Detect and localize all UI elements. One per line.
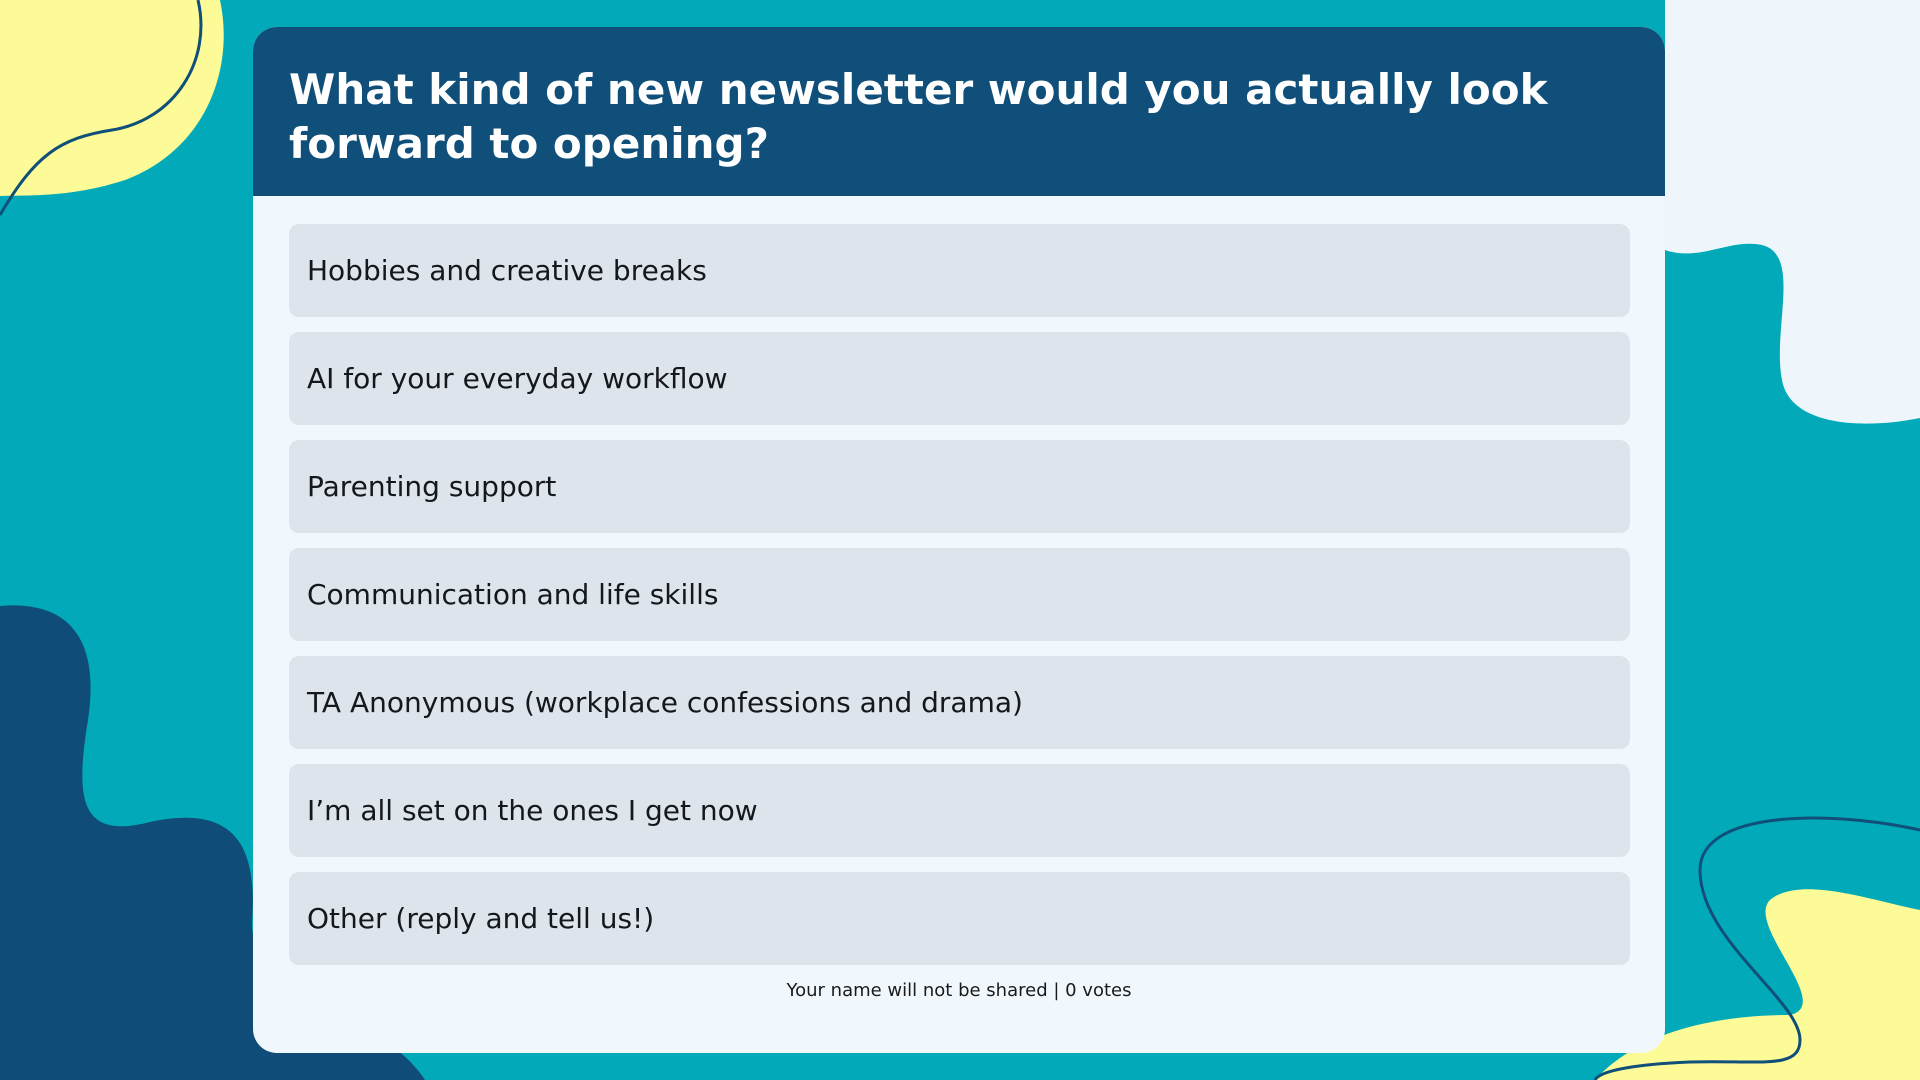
blob-dark-left	[0, 605, 425, 1080]
options-list: Hobbies and creative breaks AI for your e…	[253, 196, 1665, 965]
poll-card: What kind of new newsletter would you ac…	[253, 27, 1665, 1053]
question: What kind of new newsletter would you ac…	[289, 65, 1548, 168]
poll-option[interactable]: Other (reply and tell us!)	[289, 872, 1630, 965]
poll-option[interactable]: AI for your everyday workflow	[289, 332, 1630, 425]
blob-yellow-bottom	[1595, 889, 1920, 1080]
poll-option[interactable]: TA Anonymous (workplace confessions and …	[289, 656, 1630, 749]
poll-option[interactable]: Communication and life skills	[289, 548, 1630, 641]
blob-line-top	[0, 0, 203, 216]
poll-option[interactable]: I’m all set on the ones I get now	[289, 764, 1630, 857]
poll-header: What kind of new newsletter would you ac…	[253, 27, 1665, 196]
poll-option[interactable]: Parenting support	[289, 440, 1630, 533]
poll-option[interactable]: Hobbies and creative breaks	[289, 224, 1630, 317]
blob-line-bottom	[1593, 816, 1920, 1080]
blob-light-right	[1512, 0, 1920, 424]
poll-footer: Your name will not be shared | 0 votes	[786, 980, 1132, 1001]
